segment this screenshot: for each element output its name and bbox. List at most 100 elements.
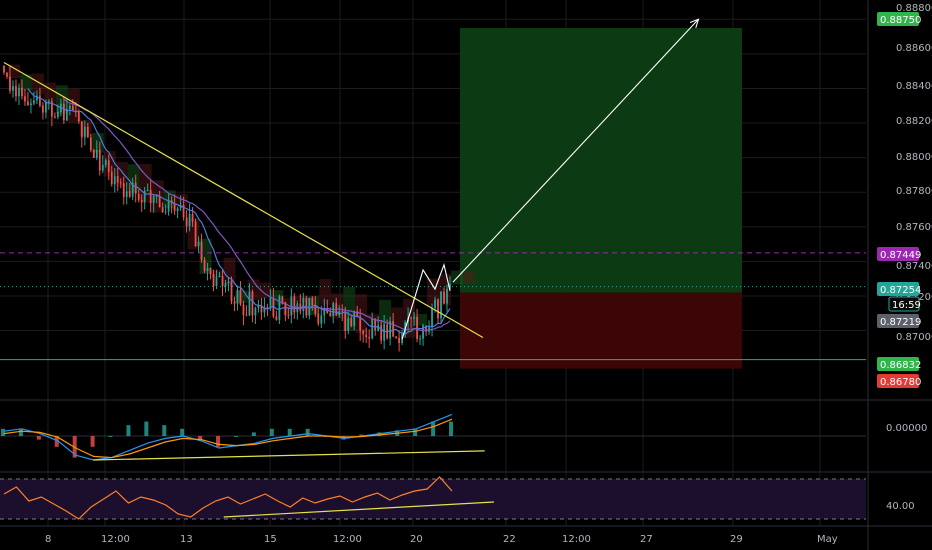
candle-body (449, 283, 451, 289)
last-price-badge (877, 282, 919, 296)
dashed-level-label: 0.87449 (880, 250, 921, 261)
candle-body (239, 289, 242, 305)
candle-body (251, 291, 254, 316)
x-tick-label: 15 (264, 534, 277, 545)
candle-body (380, 324, 383, 341)
candle-body (116, 176, 119, 183)
candle-body (359, 316, 362, 331)
candle-body (194, 221, 197, 247)
candle-body (137, 193, 140, 200)
candle-body (164, 211, 167, 213)
price-badges: 0.88750 0.87449 0.87254 16:59 0.87219 0.… (877, 12, 921, 388)
candle-body (278, 296, 281, 320)
target-price-badge (877, 12, 919, 26)
macd-histogram-bar (216, 436, 221, 447)
macd-histogram-bar (126, 425, 131, 436)
candle-body (353, 311, 356, 327)
macd-histogram-bar (413, 428, 418, 436)
macd-histogram-bar (359, 434, 364, 436)
cloud-segment (235, 290, 248, 304)
candle-body (437, 299, 439, 319)
candle-body (92, 150, 95, 158)
candle-body (344, 311, 347, 331)
candle-body (122, 183, 125, 198)
candle-body (389, 321, 392, 339)
candle-body (392, 321, 395, 337)
candle-body (95, 149, 98, 158)
candle-body (341, 311, 344, 313)
candle-body (119, 182, 122, 184)
candle-body (425, 325, 427, 332)
descending-trendline (3, 62, 484, 338)
candle-body (173, 203, 176, 212)
rsi-trendline (223, 501, 494, 518)
candle-body (33, 100, 35, 104)
candle-body (56, 112, 59, 118)
candle-body (161, 207, 164, 212)
rsi-line (3, 476, 453, 520)
stop-price-label: 0.86780 (880, 377, 921, 388)
candle-body (224, 283, 227, 286)
target-zone (460, 27, 742, 293)
macd-histogram-bar (305, 428, 310, 436)
cloud-segment (31, 73, 44, 95)
x-tick-label: 27 (640, 534, 653, 545)
target-price-label: 0.88750 (880, 15, 921, 26)
x-tick-label: 22 (503, 534, 516, 545)
candle-body (269, 297, 272, 309)
cloud-segment (79, 120, 92, 137)
macd-histogram-bar (449, 421, 453, 436)
candle-body (86, 126, 89, 138)
candle-body (110, 171, 113, 185)
cloud-segment (199, 238, 212, 274)
candle-body (266, 307, 269, 309)
candle-body (281, 296, 284, 303)
candle-body (89, 137, 92, 151)
macd-histogram-bar (18, 428, 23, 436)
macd-histogram-bar (108, 436, 113, 437)
candle-body (197, 241, 200, 247)
candle-body (18, 87, 20, 97)
cloud-segment (403, 298, 416, 338)
candle-body (143, 190, 146, 203)
macd-line (3, 413, 453, 461)
candle-body (104, 160, 107, 165)
candle-body (188, 213, 191, 227)
entry-price-badge (877, 314, 919, 328)
candle-body (440, 291, 442, 319)
entry-price-label: 0.87219 (880, 317, 921, 328)
macd-panel (0, 413, 866, 461)
candle-body (323, 308, 326, 316)
candle-body (329, 312, 332, 316)
countdown-badge (888, 296, 920, 312)
candle-body (431, 307, 433, 328)
candle-body (182, 204, 185, 218)
candle-body (317, 313, 320, 324)
position-zones (460, 27, 742, 369)
macd-histogram-bar (287, 428, 292, 436)
support-price-label: 0.86832 (880, 360, 921, 371)
cloud-segment (103, 151, 116, 177)
candle-body (149, 189, 152, 204)
cloud-segment (295, 295, 308, 303)
macd-histogram-bar (36, 436, 41, 440)
macd-histogram-bar (431, 421, 436, 436)
cloud-segment (379, 299, 392, 325)
cloud-segment (462, 271, 475, 284)
time-axis[interactable]: 8 12:00 13 15 12:00 20 22 12:00 27 29 Ma… (45, 534, 838, 545)
macd-histogram-bar (54, 436, 59, 447)
candle-body (36, 95, 38, 101)
cloud-segment (319, 279, 332, 305)
candle-body (167, 200, 170, 212)
x-tick-label: May (817, 534, 838, 545)
cloud-segment (67, 88, 80, 123)
candle-body (365, 334, 368, 338)
candle-body (21, 87, 23, 97)
macd-histogram-bar (198, 436, 203, 440)
